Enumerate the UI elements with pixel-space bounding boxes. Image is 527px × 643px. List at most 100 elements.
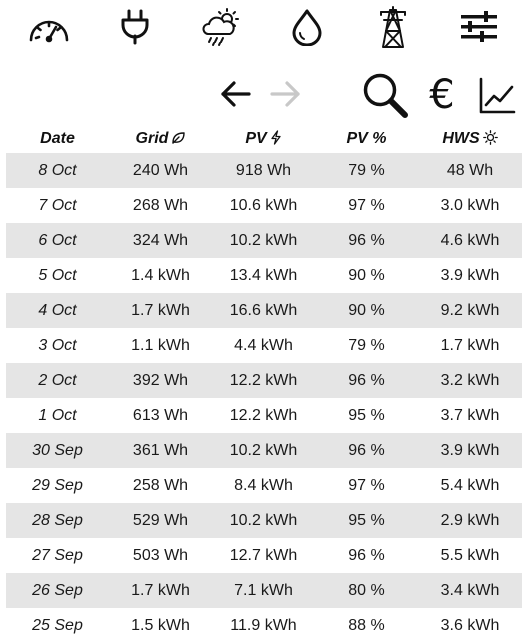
- cell-grid: 324 Wh: [109, 223, 212, 258]
- cell-grid: 258 Wh: [132, 476, 189, 494]
- cell-pv-percent: 90 %: [315, 293, 418, 328]
- table-row[interactable]: 4 Oct 1.7 kWh 16.6 kWh 90 % 9.2 kWh: [6, 293, 522, 328]
- cell-pv-percent: 97 %: [348, 196, 385, 214]
- cell-grid: 1.5 kWh: [131, 616, 190, 634]
- cell-pv-percent: 96 %: [315, 223, 418, 258]
- cell-date: 7 Oct: [38, 196, 77, 214]
- cell-hws: 2.9 kWh: [418, 503, 522, 538]
- cell-pv-percent: 88 %: [348, 616, 385, 634]
- header-label: HWS: [442, 129, 480, 147]
- table-row[interactable]: 6 Oct 324 Wh 10.2 kWh 96 % 4.6 kWh: [6, 223, 522, 258]
- cell-pv-percent: 79 %: [348, 336, 385, 354]
- cell-hws: 48 Wh: [418, 153, 522, 188]
- table-row[interactable]: 26 Sep 1.7 kWh 7.1 kWh 80 % 3.4 kWh: [6, 573, 522, 608]
- cell-date: 1 Oct: [38, 406, 77, 424]
- cell-hws: 3.4 kWh: [418, 573, 522, 608]
- nav-water[interactable]: [284, 5, 330, 49]
- plug-icon: [121, 9, 149, 45]
- cell-hws: 3.9 kWh: [418, 433, 522, 468]
- cell-pv-percent: 80 %: [315, 573, 418, 608]
- line-chart-icon: [479, 77, 516, 114]
- cell-pv-percent: 90 %: [348, 266, 385, 284]
- cell-grid: 529 Wh: [109, 503, 212, 538]
- cell-pv: 7.1 kWh: [212, 573, 315, 608]
- cell-hws: 3.9 kWh: [440, 266, 500, 284]
- lightning-icon: [271, 129, 281, 145]
- col-header-hws[interactable]: HWS: [418, 124, 522, 153]
- table-row[interactable]: 3 Oct 1.1 kWh 4.4 kWh 79 % 1.7 kWh: [6, 328, 522, 363]
- nav-grid[interactable]: [370, 5, 416, 49]
- nav-settings[interactable]: [456, 5, 502, 49]
- table-body: 8 Oct 240 Wh 918 Wh 79 % 48 Wh 7 Oct 268 Wh 10.…: [6, 153, 522, 643]
- table-row[interactable]: 1 Oct 613 Wh 12.2 kWh 95 % 3.7 kWh: [6, 398, 522, 433]
- table-row[interactable]: 29 Sep 258 Wh 8.4 kWh 97 % 5.4 kWh: [6, 468, 522, 503]
- leaf-icon: [172, 131, 186, 144]
- table-row[interactable]: 7 Oct 268 Wh 10.6 kWh 97 % 3.0 kWh: [6, 188, 522, 223]
- currency-button[interactable]: €: [420, 70, 464, 120]
- col-header-pv[interactable]: PV: [212, 124, 315, 153]
- nav-weather[interactable]: [198, 5, 244, 49]
- power-pylon-icon: [380, 6, 406, 48]
- back-button[interactable]: [218, 76, 254, 112]
- col-header-pv-percent[interactable]: PV %: [315, 124, 418, 153]
- cell-grid: 1.7 kWh: [109, 573, 212, 608]
- cell-date: 29 Sep: [32, 476, 83, 494]
- header-label: Date: [40, 129, 75, 147]
- cell-pv-percent: 95 %: [315, 503, 418, 538]
- forward-button[interactable]: [267, 76, 303, 112]
- cell-pv: 12.2 kWh: [212, 363, 315, 398]
- cell-pv-percent: 97 %: [348, 476, 385, 494]
- cell-hws: 5.5 kWh: [440, 546, 500, 564]
- cell-grid: 361 Wh: [109, 433, 212, 468]
- cell-pv: 12.2 kWh: [229, 406, 298, 424]
- search-icon: [363, 73, 408, 118]
- cell-pv: 10.2 kWh: [212, 223, 315, 258]
- header-label: PV: [245, 129, 267, 147]
- table-row[interactable]: 28 Sep 529 Wh 10.2 kWh 95 % 2.9 kWh: [6, 503, 522, 538]
- cell-pv: 4.4 kWh: [234, 336, 293, 354]
- euro-icon: €: [429, 72, 455, 118]
- weather-icon: [202, 8, 239, 46]
- cell-pv: 13.4 kWh: [229, 266, 298, 284]
- energy-table: Date Grid PV PV % HWS 8 Oct 240 Wh 918 Wh 7…: [6, 124, 522, 643]
- table-row[interactable]: 30 Sep 361 Wh 10.2 kWh 96 % 3.9 kWh: [6, 433, 522, 468]
- cell-date: 6 Oct: [6, 223, 109, 258]
- cell-grid: 1.4 kWh: [131, 266, 190, 284]
- cell-pv: 918 Wh: [212, 153, 315, 188]
- cell-grid: 240 Wh: [109, 153, 212, 188]
- table-row[interactable]: 5 Oct 1.4 kWh 13.4 kWh 90 % 3.9 kWh: [6, 258, 522, 293]
- search-button[interactable]: [360, 70, 410, 120]
- cell-hws: 9.2 kWh: [418, 293, 522, 328]
- cell-date: 25 Sep: [32, 616, 83, 634]
- nav-power[interactable]: [112, 5, 158, 49]
- cell-grid: 1.1 kWh: [131, 336, 190, 354]
- cell-pv: 16.6 kWh: [212, 293, 315, 328]
- cell-hws: 3.0 kWh: [440, 196, 500, 214]
- col-header-date[interactable]: Date: [6, 124, 109, 153]
- cell-pv-percent: 96 %: [315, 363, 418, 398]
- cell-pv: 10.6 kWh: [229, 196, 298, 214]
- cell-pv-percent: 79 %: [315, 153, 418, 188]
- nav-dashboard[interactable]: [26, 5, 72, 49]
- table-row[interactable]: 27 Sep 503 Wh 12.7 kWh 96 % 5.5 kWh: [6, 538, 522, 573]
- cell-grid: 503 Wh: [132, 546, 189, 564]
- cell-pv-percent: 95 %: [348, 406, 385, 424]
- cell-pv: 8.4 kWh: [234, 476, 293, 494]
- cell-hws: 3.2 kWh: [418, 363, 522, 398]
- table-row[interactable]: 2 Oct 392 Wh 12.2 kWh 96 % 3.2 kWh: [6, 363, 522, 398]
- cell-date: 4 Oct: [6, 293, 109, 328]
- table-row[interactable]: 25 Sep 1.5 kWh 11.9 kWh 88 % 3.6 kWh: [6, 608, 522, 643]
- speedometer-icon: [29, 20, 69, 43]
- toolbar: €: [0, 66, 527, 122]
- cell-date: 3 Oct: [38, 336, 77, 354]
- cell-grid: 613 Wh: [132, 406, 189, 424]
- table-row[interactable]: 8 Oct 240 Wh 918 Wh 79 % 48 Wh: [6, 153, 522, 188]
- chart-button[interactable]: [476, 74, 518, 118]
- cell-pv: 10.2 kWh: [212, 503, 315, 538]
- cell-hws: 3.7 kWh: [440, 406, 500, 424]
- cell-pv-percent: 96 %: [315, 433, 418, 468]
- table-header-row: Date Grid PV PV % HWS: [6, 124, 522, 153]
- col-header-grid[interactable]: Grid: [109, 124, 212, 153]
- arrow-right-icon: [270, 81, 300, 107]
- cell-date: 5 Oct: [38, 266, 77, 284]
